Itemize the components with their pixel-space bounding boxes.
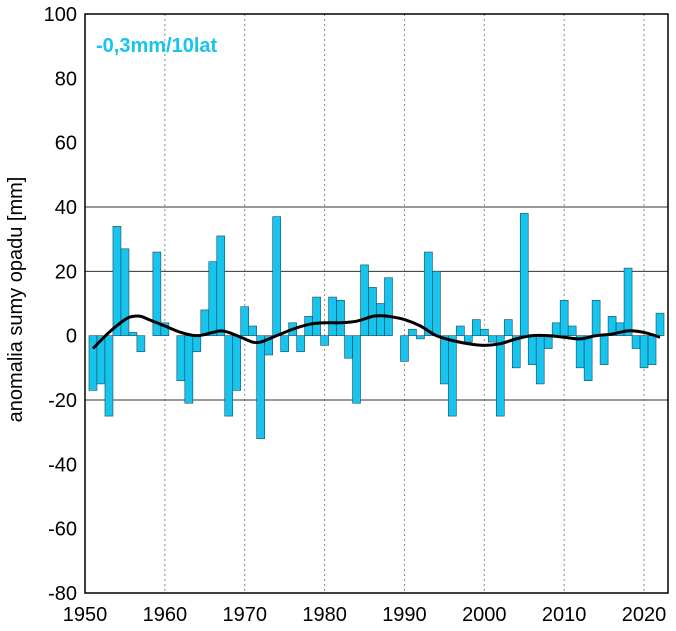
bar-1997 [456, 325, 465, 336]
bar-1957 [136, 335, 146, 353]
bar-1972 [256, 335, 265, 439]
bar-1966 [208, 261, 218, 336]
bar-2015 [599, 335, 609, 365]
bar-2009 [551, 322, 561, 336]
bar-1991 [408, 328, 417, 336]
bar-1995 [440, 335, 449, 385]
bar-1983 [344, 335, 353, 359]
x-tick-label: 2010 [542, 604, 587, 626]
bar-2005 [519, 213, 529, 336]
bar-1974 [272, 216, 281, 336]
bar-2006 [527, 335, 537, 365]
bar-2007 [535, 335, 545, 385]
bar-2000 [480, 328, 489, 336]
bar-1980 [320, 335, 329, 346]
x-axis-tick-labels: 1950 1960 1970 1980 1990 2000 2010 2020 [63, 604, 667, 626]
bar-1969 [232, 335, 242, 391]
bar-1994 [432, 271, 441, 336]
bar-1975 [280, 335, 289, 353]
bar-2012 [575, 335, 585, 369]
bar-1982 [336, 299, 345, 336]
bar-1967 [216, 235, 226, 336]
bar-2018 [623, 267, 633, 336]
bar-1984 [352, 335, 361, 404]
plot-frame [84, 13, 669, 594]
anomaly-bars [88, 213, 665, 439]
grid-lines [85, 14, 668, 593]
y-tick-label: 20 [55, 261, 77, 283]
bar-1977 [296, 335, 305, 353]
bar-1971 [248, 325, 258, 336]
bar-1963 [184, 335, 194, 404]
bar-1993 [424, 251, 433, 336]
bar-1965 [200, 309, 210, 336]
y-tick-label: -20 [48, 390, 77, 412]
y-tick-label: 60 [55, 133, 77, 155]
bar-1959 [152, 251, 162, 336]
smoothed-trend-line-group [91, 314, 661, 350]
y-tick-label: 40 [55, 197, 77, 219]
bar-1987 [376, 303, 385, 336]
smoothed-trend-line [91, 314, 661, 350]
bar-1999 [472, 319, 481, 336]
y-tick-label: 100 [44, 4, 77, 26]
bar-1988 [384, 277, 393, 336]
bar-2003 [503, 319, 513, 336]
bar-1986 [368, 287, 377, 336]
bar-1954 [112, 226, 122, 336]
x-tick-label: 1960 [143, 604, 188, 626]
bar-2019 [631, 335, 641, 349]
bar-1964 [192, 335, 202, 353]
y-tick-label: 0 [66, 326, 77, 348]
y-tick-label: 80 [55, 68, 77, 90]
y-tick-label: -40 [48, 454, 77, 476]
bar-2013 [583, 335, 593, 381]
bar-1968 [224, 335, 234, 417]
bar-1955 [120, 248, 130, 336]
bar-2010 [559, 299, 569, 336]
bar-1985 [360, 264, 369, 336]
bar-1996 [448, 335, 457, 417]
bar-2022 [655, 312, 665, 336]
x-tick-label: 1980 [302, 604, 347, 626]
x-tick-label: 1950 [63, 604, 108, 626]
trend-annotation: -0,3mm/10lat [96, 35, 218, 57]
bar-2014 [591, 299, 601, 336]
y-axis-tick-labels: 100 80 60 40 20 0 -20 -40 -60 -80 [44, 4, 77, 605]
bar-1981 [328, 296, 337, 336]
bar-2020 [639, 335, 649, 369]
bar-2008 [543, 335, 553, 349]
x-tick-label: 1990 [382, 604, 427, 626]
y-tick-label: -80 [48, 583, 77, 605]
x-tick-label: 2000 [462, 604, 507, 626]
x-tick-label: 2020 [622, 604, 667, 626]
bar-1962 [176, 335, 186, 381]
bar-1973 [264, 335, 273, 356]
bar-1998 [464, 335, 473, 343]
bar-1979 [312, 296, 321, 336]
bar-1970 [240, 306, 250, 336]
bar-2021 [647, 335, 657, 365]
y-tick-label: -60 [48, 519, 77, 541]
bar-1953 [104, 335, 114, 417]
y-axis-label: anomalia sumy opadu [mm] [5, 177, 27, 423]
bar-1992 [416, 335, 425, 340]
bar-2004 [511, 335, 521, 369]
bar-1990 [400, 335, 409, 362]
bar-2002 [495, 335, 505, 417]
bar-1956 [128, 332, 138, 336]
x-tick-label: 1970 [222, 604, 267, 626]
bar-2001 [488, 335, 497, 343]
bar-2011 [567, 325, 577, 336]
